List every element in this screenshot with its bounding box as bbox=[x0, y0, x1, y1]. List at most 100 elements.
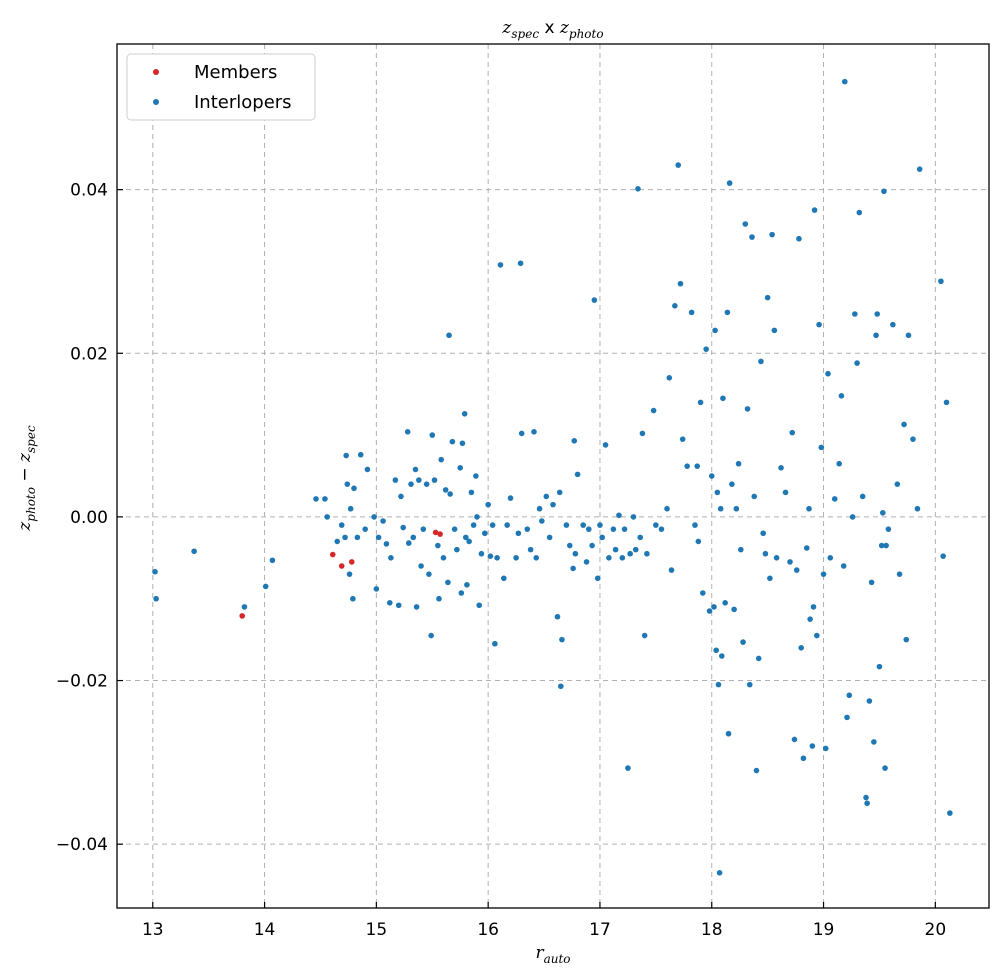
interloper-point bbox=[852, 311, 858, 317]
interloper-point bbox=[447, 491, 453, 497]
interloper-point bbox=[873, 332, 879, 339]
interloper-point bbox=[612, 546, 619, 553]
interloper-point bbox=[809, 743, 816, 749]
interloper-point bbox=[740, 639, 746, 645]
interloper-point bbox=[375, 534, 382, 541]
interloper-point bbox=[883, 542, 889, 549]
interloper-point bbox=[380, 518, 386, 524]
legend-label-interlopers: Interlopers bbox=[194, 92, 292, 113]
interloper-point bbox=[468, 489, 475, 496]
interloper-point bbox=[392, 477, 399, 483]
interloper-point bbox=[771, 327, 778, 334]
x-tick-label: 18 bbox=[701, 920, 723, 940]
interloper-point bbox=[675, 162, 682, 168]
interloper-point bbox=[550, 501, 556, 508]
member-point bbox=[348, 559, 355, 565]
interloper-point bbox=[606, 555, 612, 561]
interloper-point bbox=[531, 429, 537, 435]
interloper-point bbox=[395, 602, 402, 609]
interloper-point bbox=[572, 550, 579, 557]
interloper-point bbox=[627, 550, 633, 557]
y-tick-label: −0.02 bbox=[56, 672, 108, 692]
interloper-point bbox=[746, 681, 753, 688]
interloper-point bbox=[449, 438, 456, 445]
interloper-point bbox=[405, 540, 412, 546]
interloper-point bbox=[589, 542, 595, 549]
interloper-point bbox=[715, 681, 722, 688]
interloper-point bbox=[890, 321, 896, 328]
interloper-point bbox=[637, 534, 643, 541]
interloper-point bbox=[354, 534, 361, 541]
interloper-point bbox=[787, 559, 793, 565]
interloper-point bbox=[854, 360, 860, 366]
interloper-point bbox=[632, 546, 639, 553]
interloper-point bbox=[466, 538, 472, 545]
interloper-point bbox=[885, 526, 892, 532]
interloper-point bbox=[742, 221, 749, 227]
interloper-point bbox=[446, 332, 452, 339]
interloper-point bbox=[445, 579, 451, 586]
interloper-point bbox=[764, 294, 771, 301]
interloper-point bbox=[533, 555, 540, 561]
interloper-point bbox=[322, 496, 328, 502]
y-axis-title: zphoto − zspec bbox=[15, 425, 38, 532]
interloper-point bbox=[820, 571, 827, 577]
interloper-point bbox=[554, 613, 561, 620]
interloper-point bbox=[940, 553, 946, 559]
legend-marker-members bbox=[153, 69, 159, 75]
interloper-point bbox=[420, 526, 427, 532]
interloper-point bbox=[364, 466, 371, 473]
interloper-point bbox=[423, 481, 430, 487]
interloper-point bbox=[726, 180, 733, 186]
interloper-point bbox=[816, 321, 822, 328]
interloper-point bbox=[580, 522, 586, 528]
interloper-point bbox=[796, 235, 802, 242]
interloper-point bbox=[800, 755, 807, 762]
interloper-point bbox=[668, 567, 675, 573]
interloper-point bbox=[426, 571, 432, 577]
interloper-point bbox=[738, 546, 744, 553]
interloper-point bbox=[749, 234, 755, 240]
interloper-point bbox=[487, 553, 494, 559]
legend: Members Interlopers bbox=[126, 53, 316, 121]
interloper-point bbox=[810, 604, 817, 610]
interloper-point bbox=[791, 736, 798, 743]
interloper-point bbox=[947, 810, 953, 816]
interloper-point bbox=[464, 582, 470, 588]
interloper-point bbox=[478, 550, 485, 557]
interloper-point bbox=[814, 632, 820, 639]
interloper-point bbox=[574, 471, 581, 478]
x-tick-label: 17 bbox=[589, 920, 611, 940]
chart-title: zspec x zphoto bbox=[501, 18, 603, 41]
interloper-point bbox=[458, 590, 465, 596]
interloper-point bbox=[831, 496, 838, 502]
interloper-point bbox=[492, 640, 498, 647]
interloper-point bbox=[878, 542, 885, 549]
interloper-point bbox=[435, 542, 441, 549]
interloper-point bbox=[846, 692, 853, 699]
y-tick-label: 0.00 bbox=[70, 508, 108, 528]
interloper-point bbox=[789, 429, 796, 436]
interloper-point bbox=[841, 78, 848, 85]
member-point bbox=[432, 529, 439, 536]
interloper-point bbox=[722, 600, 728, 606]
interloper-point bbox=[388, 555, 394, 561]
interloper-point bbox=[386, 600, 393, 606]
interloper-point bbox=[639, 430, 646, 437]
interloper-point bbox=[558, 683, 564, 690]
interloper-point bbox=[416, 477, 422, 483]
interloper-point bbox=[635, 186, 641, 192]
interloper-point bbox=[778, 465, 784, 471]
interloper-point bbox=[943, 399, 950, 406]
axis-ticks: 13 14 15 16 17 18 19 20 −0.04 −0.02 0.00 0.02 0.04 bbox=[56, 181, 946, 940]
interloper-point bbox=[594, 575, 601, 582]
interloper-point bbox=[152, 568, 158, 575]
interloper-point bbox=[517, 260, 524, 267]
interloper-point bbox=[896, 571, 903, 577]
interloper-point bbox=[513, 555, 519, 561]
interloper-point bbox=[404, 429, 411, 435]
x-tick-label: 19 bbox=[813, 920, 835, 940]
interloper-point bbox=[762, 550, 769, 557]
interloper-point bbox=[692, 522, 698, 528]
